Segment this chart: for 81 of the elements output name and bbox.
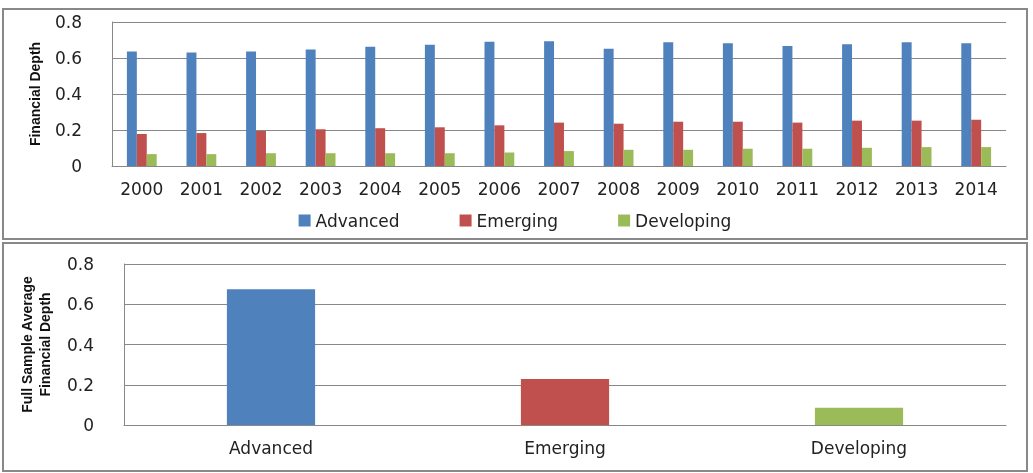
bar [981,147,992,166]
x-tick-label: 2008 [596,178,641,199]
x-tick-label: 2007 [537,178,581,199]
legend-label: Advanced [315,210,400,231]
bar [226,289,316,425]
x-tick-label: 2000 [120,178,164,199]
bar [196,133,207,166]
bar [484,41,495,166]
x-tick-label: 2006 [477,178,522,199]
x-tick-label: Emerging [524,437,606,458]
bar [814,407,904,425]
bar [375,128,386,166]
bar [265,153,276,166]
y-tick-label: 0.4 [66,334,94,355]
bar [961,43,972,166]
bar [206,154,217,166]
bar [563,151,574,166]
bar [434,127,445,166]
bar [603,48,614,166]
bar [623,149,634,166]
x-tick-label: Developing [810,437,908,458]
x-tick-label: 2010 [716,178,760,199]
bar [842,44,853,166]
bar [921,147,932,166]
bar [136,133,147,166]
bar [861,147,872,166]
y-tick-label: 0.6 [66,294,94,315]
bar [186,52,197,166]
bar [315,129,326,166]
bar [504,152,515,166]
bar [792,122,803,166]
bar [722,43,733,166]
x-tick-label: 2013 [894,178,939,199]
bar [613,123,624,166]
bar [971,119,982,166]
y-tick-label: 0.8 [54,12,82,32]
bar [246,51,257,166]
x-tick-label: 2001 [179,178,224,199]
bar [146,154,157,166]
bar [554,122,564,166]
y-axis-title: Full Sample Average Financial Depth [19,275,53,413]
bar [544,41,555,166]
x-tick-label: 2014 [954,178,998,199]
bar [520,378,610,425]
y-tick-label: 0.6 [54,48,82,68]
x-tick-label: 2011 [775,178,820,199]
bar [732,121,743,166]
x-tick-label: 2009 [656,178,700,199]
x-tick-label: 2004 [358,178,402,199]
y-tick-label: 0 [83,415,94,435]
bar [256,130,266,166]
bar [325,153,336,166]
y-tick-label: 0 [71,156,82,176]
bar [444,153,455,166]
x-tick-label: 2005 [418,178,462,199]
bar [683,149,694,166]
bar [126,51,137,166]
bar [782,46,793,166]
y-tick-label: 0.4 [54,84,82,104]
x-tick-label: Advanced [229,437,313,458]
x-tick-label: 2002 [239,178,283,199]
bar [494,125,505,166]
bar [901,42,912,166]
bar [663,42,674,166]
y-tick-label: 0.8 [66,254,94,274]
y-tick-label: 0.2 [54,120,82,140]
bar [365,46,376,166]
bar [852,120,862,166]
bar [911,120,922,166]
legend-label: Emerging [476,210,559,231]
y-tick-label: 0.2 [66,374,94,395]
y-axis-title: Financial Depth [27,41,44,147]
bar [802,148,813,166]
x-tick-label: 2003 [298,178,343,199]
x-tick-label: 2012 [835,178,879,199]
legend-label: Developing [635,210,732,231]
bar [742,148,753,166]
bar [673,121,684,166]
bar [424,44,435,166]
bar [305,49,316,166]
bar [385,153,396,166]
